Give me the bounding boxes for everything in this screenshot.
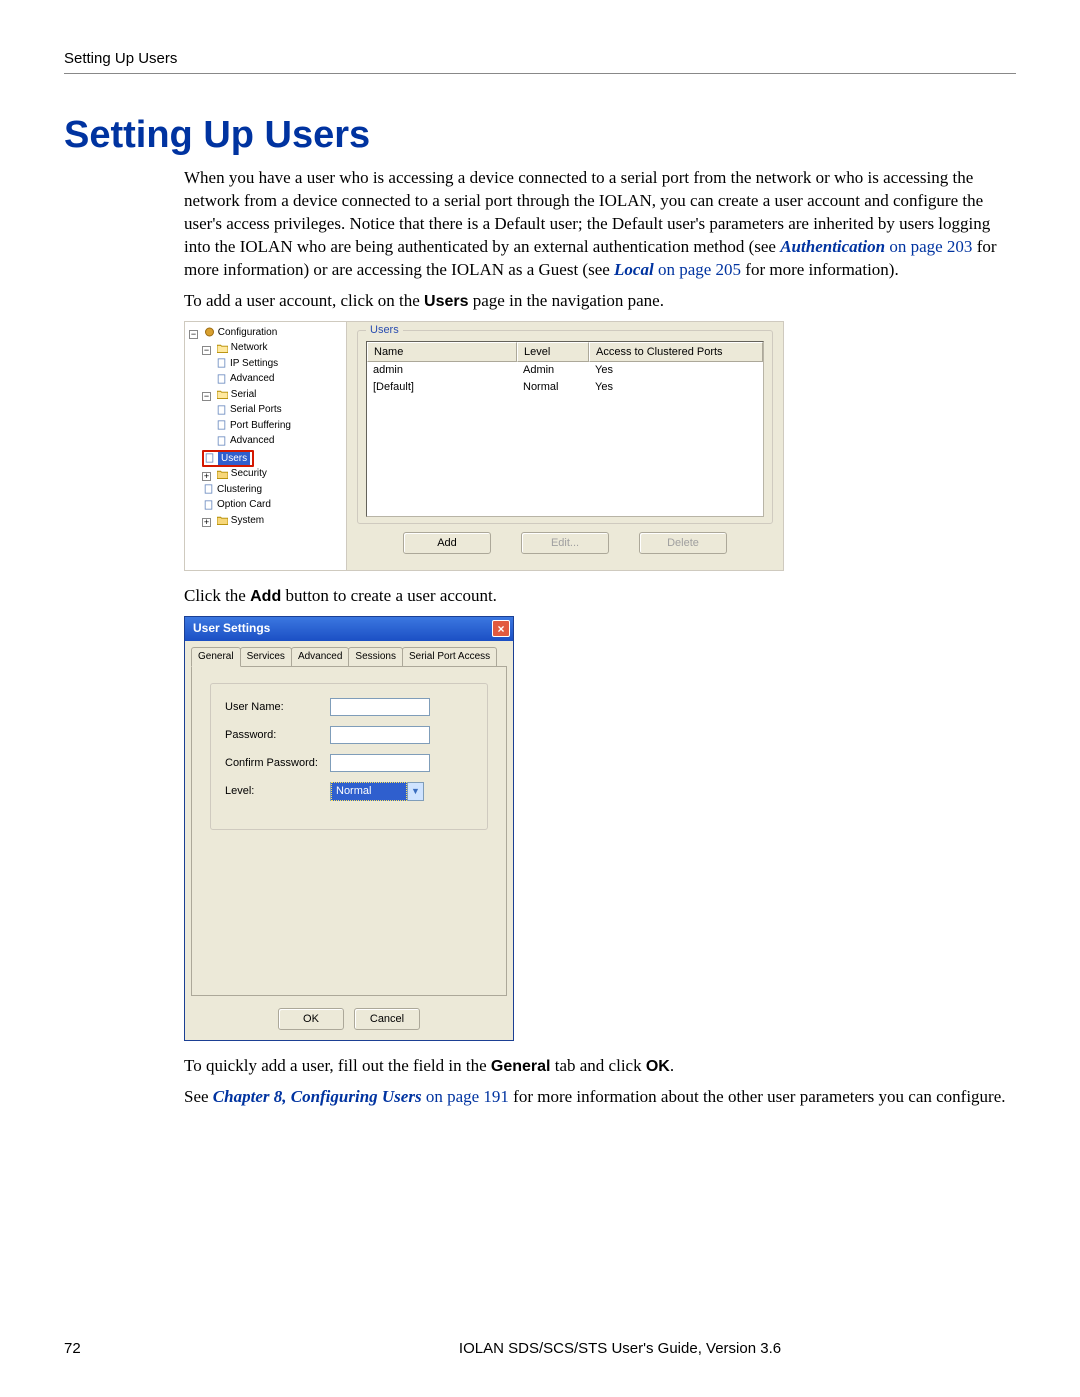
tree-system[interactable]: System bbox=[216, 514, 265, 527]
general-bold: General bbox=[491, 1058, 551, 1075]
page-title: Setting Up Users bbox=[64, 114, 1016, 157]
intro-text-3: for more information). bbox=[745, 260, 898, 279]
tree-serial[interactable]: Serial bbox=[216, 388, 258, 401]
dialog-title: User Settings bbox=[193, 620, 270, 636]
quick-add-instruction: To quickly add a user, fill out the fiel… bbox=[184, 1055, 1016, 1078]
dialog-buttons: OK Cancel bbox=[185, 1002, 513, 1040]
tree-serial-ports[interactable]: Serial Ports bbox=[215, 403, 283, 416]
tree-security[interactable]: Security bbox=[216, 467, 268, 480]
general-fieldset: User Name: Password: Confirm Password: L… bbox=[210, 683, 488, 830]
col-access[interactable]: Access to Clustered Ports bbox=[589, 342, 763, 363]
expand-icon[interactable]: + bbox=[202, 472, 211, 481]
tab-general[interactable]: General bbox=[191, 647, 241, 668]
edit-button[interactable]: Edit... bbox=[521, 532, 609, 554]
users-table[interactable]: Name Level Access to Clustered Ports adm… bbox=[366, 341, 764, 517]
screenshot-users-page: − Configuration − Network bbox=[184, 321, 784, 571]
ok-bold: OK bbox=[646, 1058, 670, 1075]
footer-title: IOLAN SDS/SCS/STS User's Guide, Version … bbox=[224, 1340, 1016, 1357]
expand-icon[interactable]: + bbox=[202, 518, 211, 527]
cancel-button[interactable]: Cancel bbox=[354, 1008, 420, 1030]
collapse-icon[interactable]: − bbox=[189, 330, 198, 339]
label-password: Password: bbox=[225, 728, 330, 743]
click-add-instruction: Click the Add button to create a user ac… bbox=[184, 585, 1016, 608]
add-button[interactable]: Add bbox=[403, 532, 491, 554]
users-page-bold: Users bbox=[424, 293, 468, 310]
col-level[interactable]: Level bbox=[517, 342, 589, 363]
delete-button[interactable]: Delete bbox=[639, 532, 727, 554]
tab-sessions[interactable]: Sessions bbox=[348, 647, 403, 667]
tree-option-card[interactable]: Option Card bbox=[202, 498, 272, 511]
dialog-titlebar[interactable]: User Settings × bbox=[185, 617, 513, 641]
level-combobox[interactable]: Normal ▼ bbox=[330, 782, 424, 801]
users-buttons: Add Edit... Delete bbox=[357, 532, 773, 554]
collapse-icon[interactable]: − bbox=[202, 346, 211, 355]
confirm-password-field[interactable] bbox=[330, 754, 430, 772]
tree-configuration[interactable]: Configuration bbox=[203, 326, 278, 339]
tree-serial-advanced[interactable]: Advanced bbox=[215, 434, 275, 447]
link-local[interactable]: Local on page 205 bbox=[614, 260, 741, 279]
divider bbox=[64, 73, 1016, 74]
dialog-tabs: General Services Advanced Sessions Seria… bbox=[185, 641, 513, 667]
close-icon[interactable]: × bbox=[492, 620, 510, 637]
chevron-down-icon[interactable]: ▼ bbox=[407, 783, 423, 800]
tree-port-buffering[interactable]: Port Buffering bbox=[215, 419, 292, 432]
add-instruction: To add a user account, click on the User… bbox=[184, 290, 1016, 313]
password-field[interactable] bbox=[330, 726, 430, 744]
users-groupbox: Users Name Level Access to Clustered Por… bbox=[357, 330, 773, 524]
tab-serial-port-access[interactable]: Serial Port Access bbox=[402, 647, 497, 667]
col-name[interactable]: Name bbox=[367, 342, 517, 363]
nav-pane: − Configuration − Network bbox=[185, 322, 347, 570]
page-footer: 72 IOLAN SDS/SCS/STS User's Guide, Versi… bbox=[64, 1340, 1016, 1357]
users-panel: Users Name Level Access to Clustered Por… bbox=[347, 322, 783, 570]
intro-paragraph: When you have a user who is accessing a … bbox=[184, 167, 1016, 282]
collapse-icon[interactable]: − bbox=[202, 392, 211, 401]
table-row[interactable]: [Default] Normal Yes bbox=[367, 379, 763, 396]
level-value: Normal bbox=[331, 782, 407, 801]
label-username: User Name: bbox=[225, 700, 330, 715]
tab-panel-general: User Name: Password: Confirm Password: L… bbox=[191, 666, 507, 996]
username-field[interactable] bbox=[330, 698, 430, 716]
table-row[interactable]: admin Admin Yes bbox=[367, 362, 763, 379]
page: Setting Up Users Setting Up Users When y… bbox=[0, 0, 1080, 1397]
running-head: Setting Up Users bbox=[64, 50, 1016, 67]
tree-ip-settings[interactable]: IP Settings bbox=[215, 357, 279, 370]
tree-users-selected[interactable]: Users bbox=[202, 450, 254, 467]
link-authentication[interactable]: Authentication on page 203 bbox=[780, 237, 972, 256]
add-bold: Add bbox=[250, 588, 281, 605]
tree-network-advanced[interactable]: Advanced bbox=[215, 372, 275, 385]
table-header: Name Level Access to Clustered Ports bbox=[367, 342, 763, 363]
tab-services[interactable]: Services bbox=[240, 647, 292, 667]
see-chapter-paragraph: See Chapter 8, Configuring Users on page… bbox=[184, 1086, 1016, 1109]
ok-button[interactable]: OK bbox=[278, 1008, 344, 1030]
tree-network[interactable]: Network bbox=[216, 341, 269, 354]
link-chapter8[interactable]: Chapter 8, Configuring Users on page 191 bbox=[213, 1087, 509, 1106]
label-level: Level: bbox=[225, 784, 330, 799]
groupbox-legend: Users bbox=[366, 323, 403, 338]
label-confirm-password: Confirm Password: bbox=[225, 756, 330, 771]
screenshot-user-settings-dialog: User Settings × General Services Advance… bbox=[184, 616, 514, 1042]
tree-clustering[interactable]: Clustering bbox=[202, 483, 263, 496]
body-column: When you have a user who is accessing a … bbox=[184, 167, 1016, 1109]
page-number: 72 bbox=[64, 1340, 224, 1357]
tab-advanced[interactable]: Advanced bbox=[291, 647, 349, 667]
